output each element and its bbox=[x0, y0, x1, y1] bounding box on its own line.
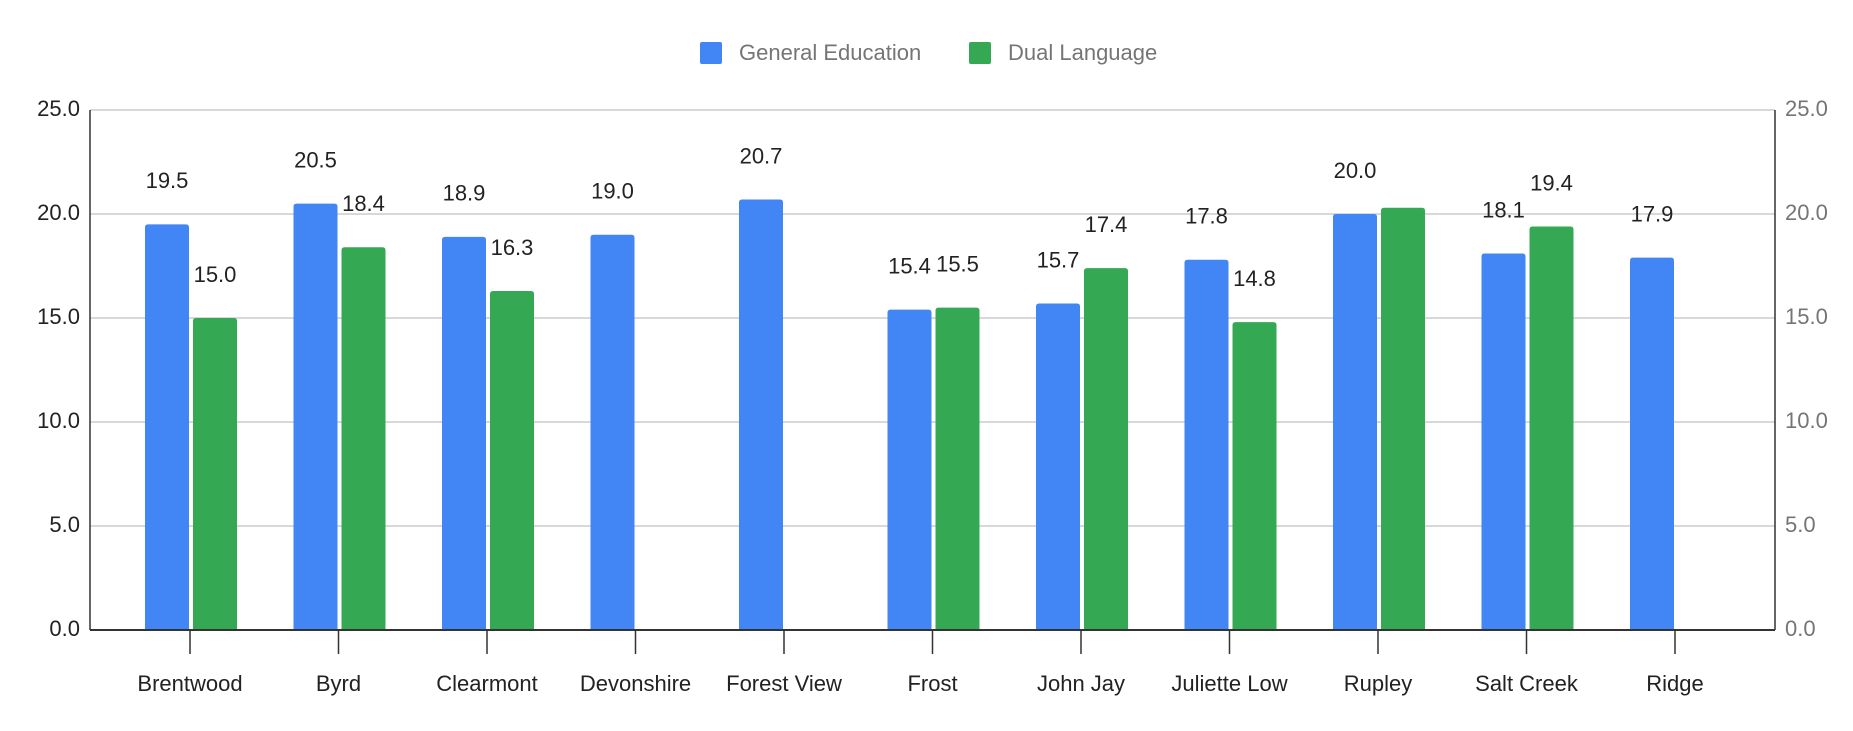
data-label: 17.4 bbox=[1085, 212, 1128, 237]
bar bbox=[1529, 226, 1574, 631]
legend-label: Dual Language bbox=[1008, 40, 1157, 65]
y2-tick-label: 10.0 bbox=[1785, 408, 1828, 433]
bar bbox=[341, 247, 386, 630]
y2-tick-label: 5.0 bbox=[1785, 512, 1816, 537]
y-tick-label: 15.0 bbox=[37, 304, 80, 329]
data-label: 17.8 bbox=[1185, 204, 1228, 229]
data-label: 20.0 bbox=[1334, 158, 1377, 183]
x-tick-label: Forest View bbox=[726, 671, 842, 696]
bar bbox=[590, 234, 635, 631]
data-label: 19.5 bbox=[146, 168, 189, 193]
y-tick-label: 5.0 bbox=[49, 512, 80, 537]
x-tick-label: Juliette Low bbox=[1171, 671, 1287, 696]
bar bbox=[1333, 214, 1377, 630]
bar bbox=[1232, 322, 1277, 630]
bar bbox=[1036, 303, 1080, 630]
bar bbox=[145, 224, 189, 630]
y2-tick-label: 20.0 bbox=[1785, 200, 1828, 225]
y2-tick-label: 15.0 bbox=[1785, 304, 1828, 329]
x-tick-label: John Jay bbox=[1037, 671, 1125, 696]
data-label: 19.0 bbox=[591, 179, 634, 204]
x-tick-label: Ridge bbox=[1646, 671, 1703, 696]
data-label: 14.8 bbox=[1233, 266, 1276, 291]
bar bbox=[193, 318, 237, 630]
y2-tick-label: 0.0 bbox=[1785, 616, 1816, 641]
data-label: 15.5 bbox=[936, 251, 979, 276]
data-label: 20.5 bbox=[294, 147, 337, 172]
x-tick-label: Devonshire bbox=[580, 671, 691, 696]
x-tick-label: Salt Creek bbox=[1475, 671, 1579, 696]
bar bbox=[293, 203, 338, 630]
data-label: 18.9 bbox=[443, 181, 486, 206]
y-tick-label: 0.0 bbox=[49, 616, 80, 641]
bar bbox=[1184, 259, 1229, 630]
bar bbox=[1481, 253, 1526, 630]
data-label: 15.7 bbox=[1037, 247, 1080, 272]
data-label: 18.4 bbox=[342, 191, 385, 216]
bar bbox=[442, 236, 486, 630]
bar bbox=[1381, 207, 1425, 630]
x-tick-label: Byrd bbox=[316, 671, 361, 696]
bar bbox=[1630, 257, 1674, 630]
x-tick-label: Brentwood bbox=[137, 671, 242, 696]
data-label: 15.0 bbox=[194, 262, 237, 287]
data-label: 15.4 bbox=[888, 253, 931, 278]
x-tick-label: Rupley bbox=[1344, 671, 1412, 696]
y-tick-label: 10.0 bbox=[37, 408, 80, 433]
bar bbox=[887, 309, 932, 630]
x-tick-label: Frost bbox=[907, 671, 957, 696]
bar bbox=[935, 307, 980, 630]
legend-label: General Education bbox=[739, 40, 921, 65]
bar bbox=[490, 290, 534, 630]
legend-swatch bbox=[969, 42, 991, 64]
y2-tick-label: 25.0 bbox=[1785, 96, 1828, 121]
data-label: 16.3 bbox=[491, 235, 534, 260]
legend-swatch bbox=[700, 42, 722, 64]
data-label: 20.7 bbox=[740, 143, 783, 168]
x-tick-label: Clearmont bbox=[436, 671, 537, 696]
bar bbox=[739, 199, 783, 630]
data-label: 18.1 bbox=[1482, 197, 1525, 222]
bar bbox=[1084, 268, 1128, 630]
y-tick-label: 25.0 bbox=[37, 96, 80, 121]
y-tick-label: 20.0 bbox=[37, 200, 80, 225]
data-label: 17.9 bbox=[1631, 201, 1674, 226]
data-label: 19.4 bbox=[1530, 170, 1573, 195]
